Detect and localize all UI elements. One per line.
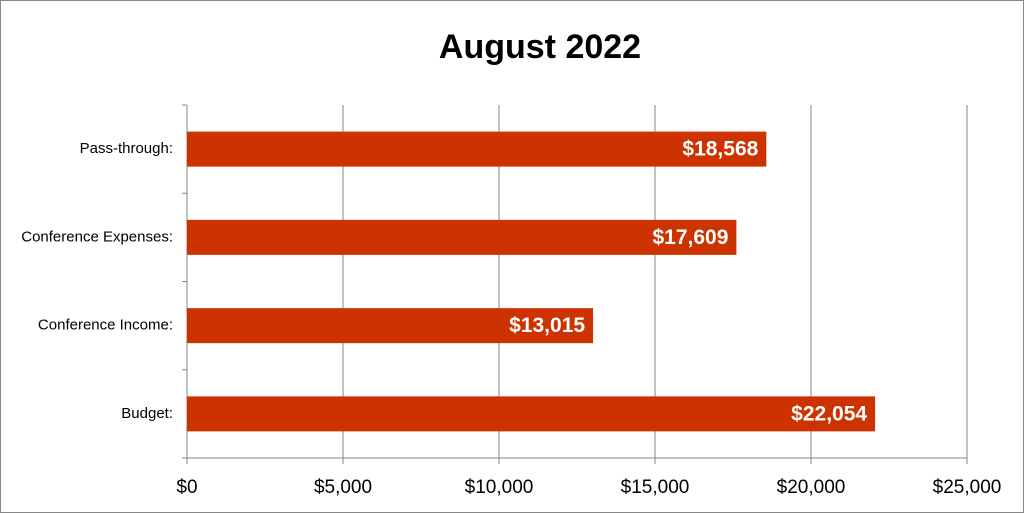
value-label: $13,015 [509,314,585,337]
bar [187,396,876,432]
y-tick-label: Budget: [121,405,173,422]
bar [187,219,737,255]
chart-title: August 2022 [439,28,641,66]
bar [187,131,767,167]
x-tick-label: $15,000 [621,477,690,498]
x-tick-label: $5,000 [314,477,372,498]
y-tick-label: Conference Income: [38,317,173,334]
x-tick-label: $25,000 [933,477,1002,498]
x-tick-label: $10,000 [465,477,534,498]
value-label: $22,054 [791,402,867,425]
bar [187,308,594,344]
y-tick-label: Pass-through: [80,140,173,157]
x-tick-label: $20,000 [777,477,846,498]
y-tick-label: Conference Expenses: [21,228,173,245]
value-label: $18,568 [682,138,758,161]
value-label: $17,609 [652,226,728,249]
x-tick-label: $0 [176,477,197,498]
